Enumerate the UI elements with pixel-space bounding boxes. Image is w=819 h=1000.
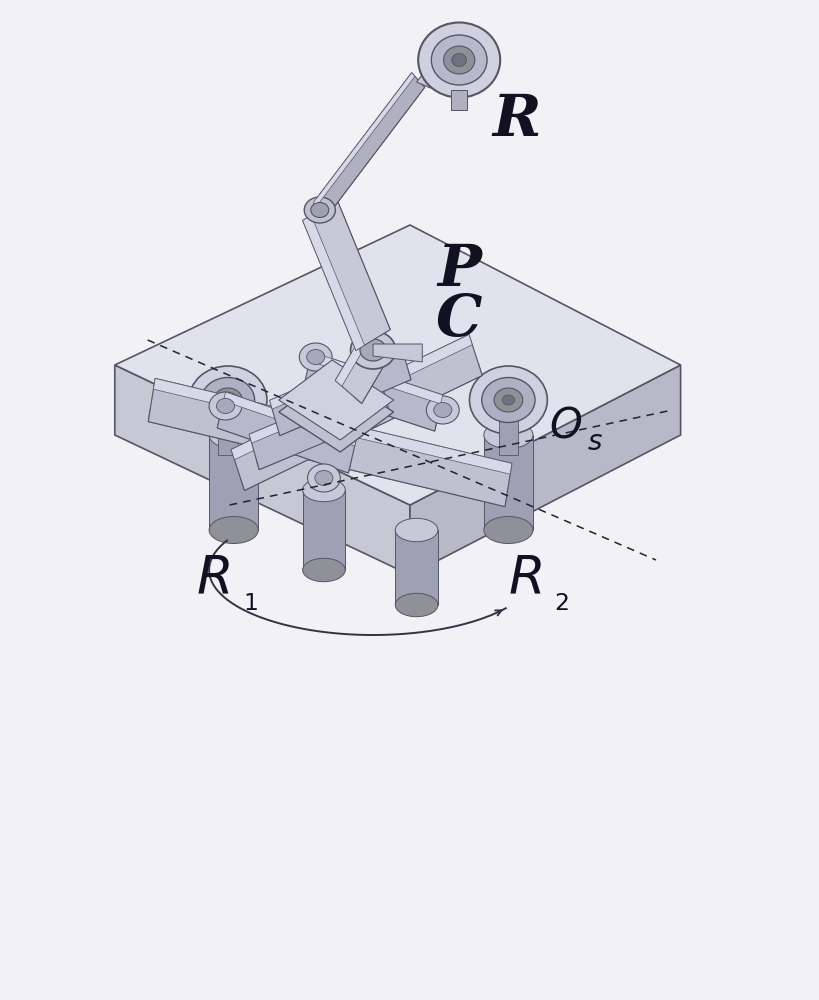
Text: P: P	[437, 242, 481, 298]
Ellipse shape	[221, 395, 234, 405]
Polygon shape	[278, 360, 393, 440]
Ellipse shape	[201, 377, 255, 422]
Polygon shape	[410, 365, 680, 575]
Ellipse shape	[482, 377, 535, 422]
Ellipse shape	[189, 366, 267, 434]
Polygon shape	[256, 404, 390, 470]
Ellipse shape	[213, 388, 242, 412]
Text: $s$: $s$	[586, 428, 602, 456]
Ellipse shape	[468, 366, 547, 434]
Polygon shape	[416, 59, 449, 88]
Polygon shape	[309, 352, 442, 404]
Polygon shape	[115, 225, 680, 505]
Polygon shape	[153, 378, 511, 474]
Ellipse shape	[483, 422, 532, 448]
Ellipse shape	[418, 22, 500, 98]
Text: $_{2}$: $_{2}$	[554, 581, 568, 613]
Ellipse shape	[493, 388, 523, 412]
Polygon shape	[269, 344, 403, 409]
Polygon shape	[303, 352, 442, 431]
Polygon shape	[302, 200, 390, 350]
Ellipse shape	[351, 331, 396, 369]
Polygon shape	[353, 355, 386, 404]
Polygon shape	[313, 73, 424, 217]
Ellipse shape	[431, 35, 486, 85]
Ellipse shape	[443, 46, 474, 74]
Ellipse shape	[426, 396, 459, 424]
Polygon shape	[313, 73, 414, 206]
Ellipse shape	[307, 464, 340, 492]
Polygon shape	[269, 344, 410, 436]
Polygon shape	[231, 335, 472, 460]
Ellipse shape	[451, 53, 466, 66]
Ellipse shape	[314, 471, 333, 486]
Polygon shape	[395, 530, 437, 605]
Polygon shape	[498, 405, 518, 455]
Polygon shape	[231, 335, 482, 490]
Ellipse shape	[209, 422, 258, 448]
Polygon shape	[209, 435, 258, 530]
Polygon shape	[276, 369, 410, 436]
Ellipse shape	[302, 478, 345, 502]
Polygon shape	[224, 392, 356, 446]
Polygon shape	[218, 405, 238, 455]
Ellipse shape	[501, 395, 514, 405]
Polygon shape	[483, 435, 532, 530]
Ellipse shape	[209, 516, 258, 544]
Text: $O$: $O$	[549, 404, 581, 446]
Ellipse shape	[304, 197, 335, 223]
Polygon shape	[302, 490, 345, 570]
Ellipse shape	[395, 518, 437, 542]
Polygon shape	[326, 200, 390, 336]
Polygon shape	[335, 338, 386, 404]
Polygon shape	[148, 409, 506, 507]
Ellipse shape	[433, 402, 451, 418]
Text: $R$: $R$	[507, 554, 541, 605]
Polygon shape	[450, 90, 467, 110]
Text: $_{1}$: $_{1}$	[242, 581, 257, 613]
Polygon shape	[249, 379, 390, 470]
Ellipse shape	[395, 593, 437, 617]
Polygon shape	[303, 377, 437, 431]
Polygon shape	[302, 215, 364, 350]
Polygon shape	[249, 379, 382, 443]
Polygon shape	[240, 363, 482, 490]
Text: C: C	[436, 292, 482, 348]
Ellipse shape	[483, 516, 532, 544]
Polygon shape	[217, 417, 351, 473]
Polygon shape	[322, 83, 424, 217]
Ellipse shape	[299, 343, 332, 371]
Ellipse shape	[310, 202, 328, 218]
Ellipse shape	[360, 339, 386, 361]
Ellipse shape	[216, 398, 234, 414]
Ellipse shape	[306, 350, 324, 364]
Polygon shape	[335, 338, 366, 386]
Polygon shape	[148, 378, 511, 507]
Polygon shape	[217, 392, 356, 473]
Polygon shape	[278, 372, 393, 452]
Text: R: R	[491, 92, 541, 148]
Ellipse shape	[209, 392, 242, 420]
Polygon shape	[115, 365, 410, 575]
Ellipse shape	[302, 558, 345, 582]
Polygon shape	[373, 344, 422, 362]
Text: $R$: $R$	[196, 554, 230, 605]
